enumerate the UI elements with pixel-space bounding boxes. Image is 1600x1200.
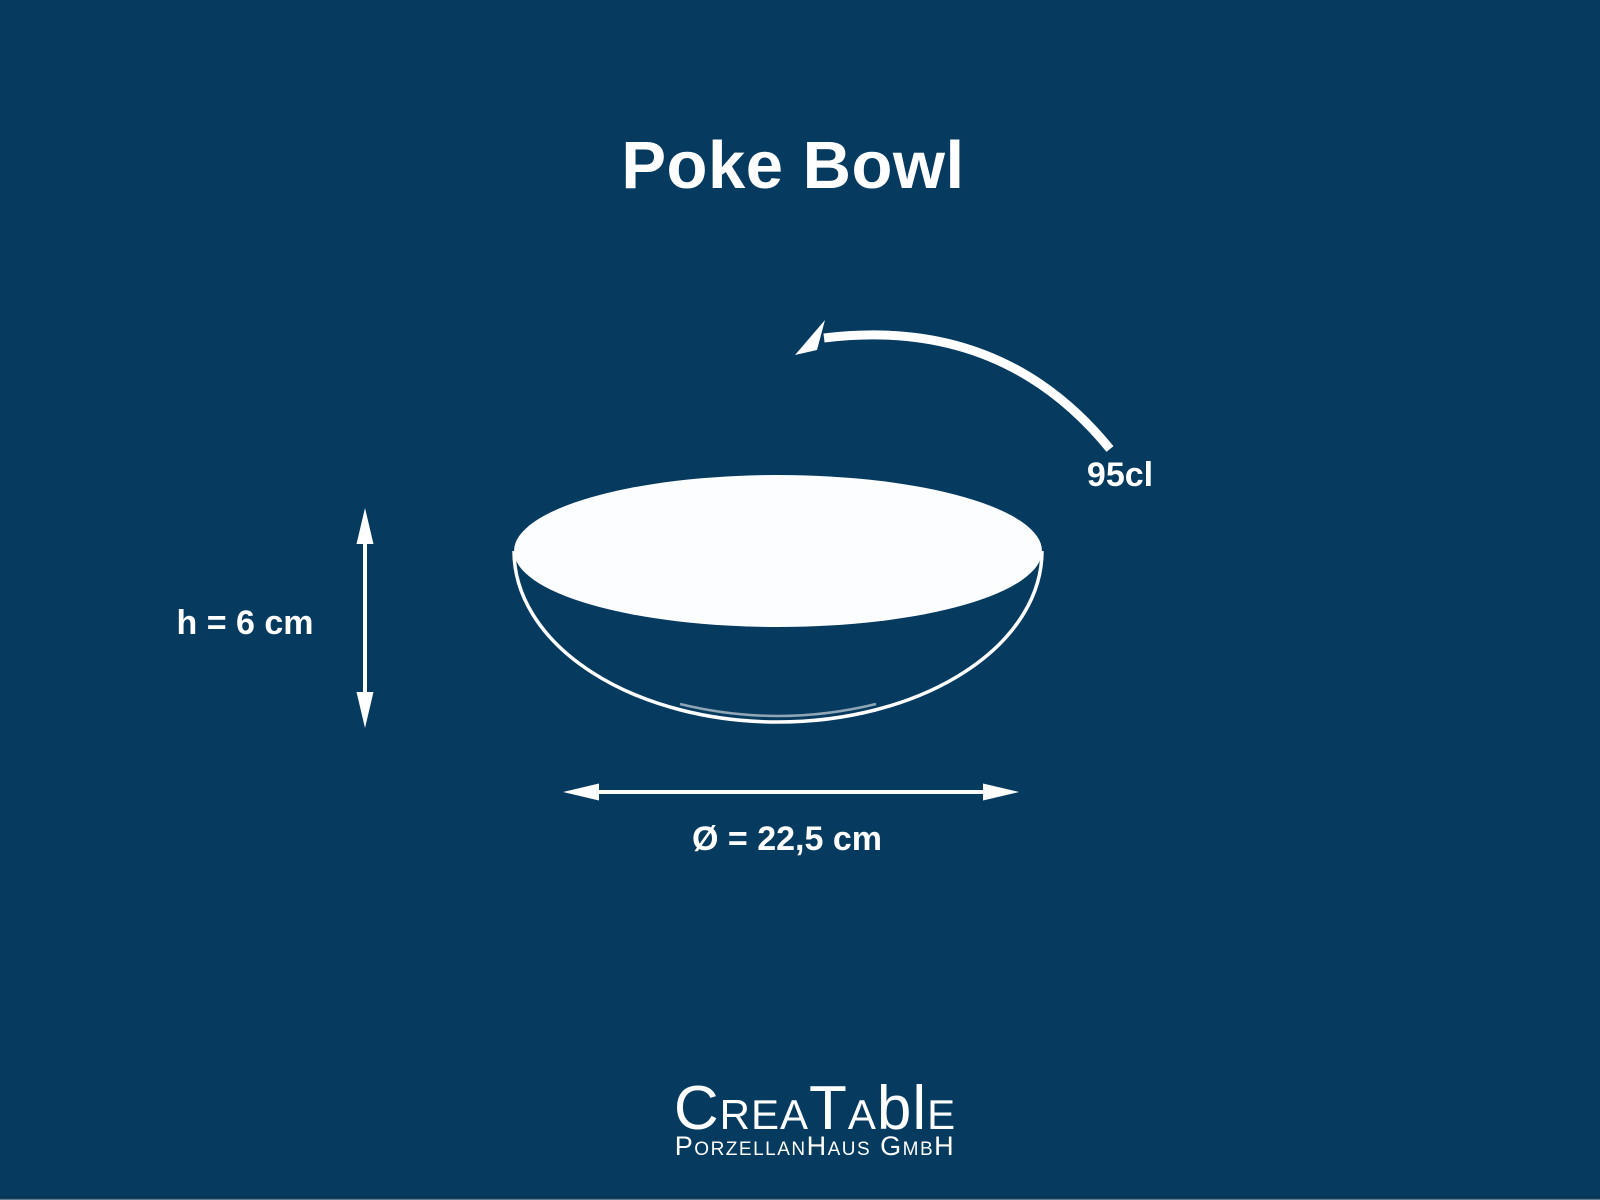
bowl-foot-line <box>679 702 877 718</box>
bowl-body <box>512 475 1044 724</box>
bowl-rim <box>514 475 1042 627</box>
image-bottom-edge <box>0 1196 1600 1200</box>
height-arrow-icon <box>356 508 374 728</box>
brand-name-segment: rea <box>719 1091 809 1138</box>
volume-label: 95cl <box>1086 456 1154 494</box>
diameter-label: Ø = 22,5 cm <box>692 820 882 858</box>
brand-logo: CreaTable PorzellanHaus GmbH <box>674 1078 956 1160</box>
brand-name-segment: T <box>808 1074 848 1143</box>
volume-curved-arrow-icon <box>795 320 1114 452</box>
brand-name: CreaTable <box>674 1078 956 1140</box>
brand-name-segment: a <box>847 1091 877 1138</box>
brand-name-segment: bl <box>876 1074 928 1143</box>
diameter-arrow-icon <box>563 783 1019 801</box>
brand-subtitle: PorzellanHaus GmbH <box>674 1131 956 1161</box>
height-label: h = 6 cm <box>176 604 314 642</box>
brand-name-segment: C <box>673 1074 720 1143</box>
brand-name-segment: e <box>927 1091 957 1138</box>
product-title: Poke Bowl <box>621 128 965 203</box>
